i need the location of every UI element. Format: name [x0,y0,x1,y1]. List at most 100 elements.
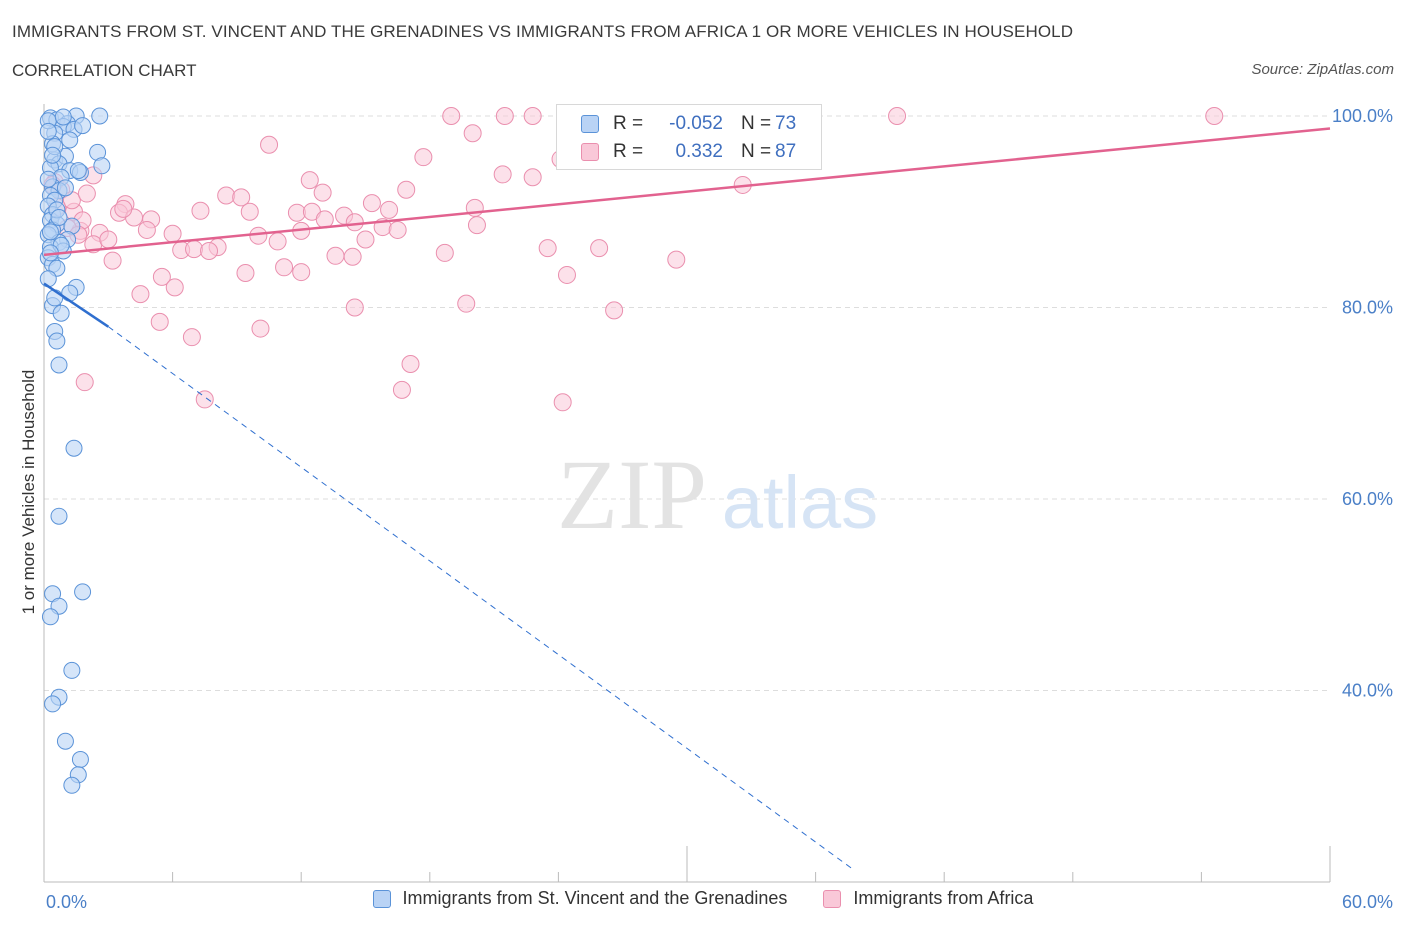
data-point-africa [457,294,476,313]
data-point-st-vincent [63,661,81,679]
data-point-africa [137,220,156,239]
data-point-africa [152,267,171,286]
data-point-africa [300,171,319,190]
data-point-st-vincent [50,507,68,525]
data-point-africa [463,124,482,143]
stats-r-label: R = [613,141,644,162]
data-point-africa [165,278,184,297]
data-point-africa [114,199,133,218]
data-point-africa [185,240,204,259]
stats-row-africa: R = 0.332 N = 87 [581,139,796,165]
data-point-africa [150,312,169,331]
data-point-africa [495,107,514,125]
trend-line-st-vincent [43,282,109,328]
data-point-africa [345,298,364,317]
data-point-st-vincent [39,122,57,140]
data-point-africa [217,186,236,205]
x-tick-label: 60.0% [1342,892,1393,912]
y-axis-label: 1 or more Vehicles in Household [19,370,38,615]
y-tick-label: 100.0% [1332,106,1393,126]
data-point-africa [315,210,334,229]
x-tick-labels: 0.0% 60.0% [46,892,1393,912]
data-point-st-vincent [71,750,89,768]
data-point-africa [401,354,420,373]
data-point-st-vincent [48,332,66,350]
data-point-africa [414,148,433,167]
y-tick-labels: 100.0% 80.0% 60.0% 40.0% [1332,106,1393,701]
trend-line-st-vincent-extrapolated [108,326,853,869]
data-point-st-vincent [69,162,87,180]
data-point-africa [236,264,255,283]
data-point-st-vincent [44,146,62,164]
chart-title: IMMIGRANTS FROM ST. VINCENT AND THE GREN… [12,22,1074,41]
stats-r-value: 0.332 [675,141,723,162]
data-point-africa [435,243,454,262]
y-tick-label: 40.0% [1342,681,1393,701]
data-point-africa [200,242,219,261]
data-point-africa [397,180,416,199]
data-point-africa [557,265,576,284]
data-point-st-vincent [52,304,70,322]
data-point-africa [195,390,214,409]
data-point-africa [523,107,542,125]
data-point-africa [292,263,311,282]
data-point-africa [191,201,210,220]
data-point-africa [268,232,287,251]
data-point-africa [260,135,279,154]
stats-r-label: R = [613,113,644,134]
data-point-africa [356,230,375,249]
data-point-africa [240,202,259,221]
stats-n-value: 87 [775,141,797,162]
data-point-africa [388,220,407,239]
chart-subtitle: CORRELATION CHART [12,61,197,80]
data-point-africa [362,194,381,213]
data-point-africa [380,200,399,219]
data-point-africa [590,239,609,258]
legend-swatch-st-vincent [372,889,391,908]
stats-n-label: N = [741,113,772,134]
stats-box: R = -0.052 N = 73 R = 0.332 N = 87 [556,104,822,170]
data-point-africa [275,258,294,277]
legend: Immigrants from St. Vincent and the Gren… [0,888,1406,909]
data-point-st-vincent [74,117,92,135]
data-point-africa [232,188,251,207]
y-tick-label: 80.0% [1342,298,1393,318]
watermark-zip: ZIP [557,439,707,550]
data-point-st-vincent [93,157,111,175]
watermark-atlas: atlas [722,461,878,544]
data-point-africa [345,213,364,232]
data-point-st-vincent [65,439,83,457]
trend-line-africa [43,127,1331,257]
data-point-africa [888,107,907,125]
stats-row-st-vincent: R = -0.052 N = 73 [581,111,796,137]
data-point-st-vincent [91,107,109,125]
data-point-africa [287,203,306,222]
data-point-africa [75,373,94,392]
legend-item-st-vincent[interactable]: Immigrants from St. Vincent and the Gren… [372,888,787,909]
data-point-st-vincent [56,179,74,197]
legend-item-africa[interactable]: Immigrants from Africa [823,888,1033,909]
data-point-africa [538,239,557,258]
data-point-st-vincent [39,270,57,288]
data-point-africa [493,165,512,184]
data-point-st-vincent [41,608,59,626]
stats-n-value: 73 [775,113,797,134]
data-point-africa [1205,107,1224,125]
data-point-africa [249,226,268,245]
data-point-africa [131,285,150,304]
data-point-st-vincent [44,695,62,713]
data-point-st-vincent [63,776,81,794]
data-point-africa [343,247,362,266]
y-tick-label: 60.0% [1342,489,1393,509]
stats-n-label: N = [741,141,772,162]
data-point-africa [251,319,270,338]
data-point-st-vincent [74,583,92,601]
x-tick-label: 0.0% [46,892,87,912]
data-point-st-vincent [39,170,57,188]
data-point-africa [77,184,96,203]
trend-lines [43,127,1331,869]
data-point-africa [553,393,572,412]
data-point-africa [605,301,624,320]
data-point-st-vincent [56,732,74,750]
